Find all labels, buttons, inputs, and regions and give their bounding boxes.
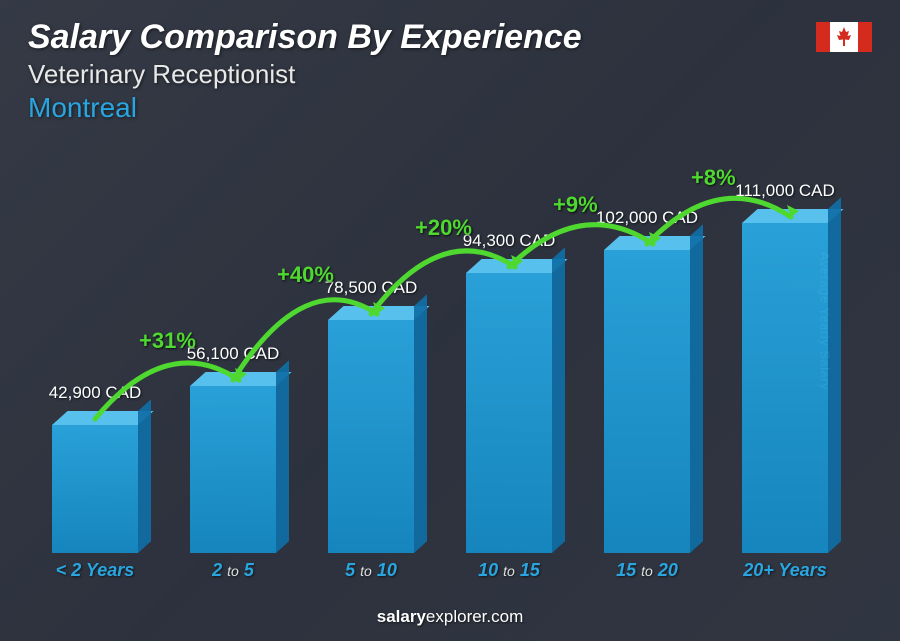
bar <box>328 320 414 553</box>
category-label: 2 to 5 <box>178 560 288 581</box>
category-label: 15 to 20 <box>592 560 702 581</box>
bar-side <box>276 360 289 553</box>
footer: salaryexplorer.com <box>0 607 900 627</box>
category-label: < 2 Years <box>40 560 150 581</box>
bar-side <box>552 247 565 553</box>
bar-front <box>52 425 138 553</box>
value-label: 56,100 CAD <box>187 344 280 364</box>
bar-front <box>328 320 414 553</box>
percent-increase: +9% <box>553 192 598 218</box>
header: Salary Comparison By Experience Veterina… <box>28 18 582 124</box>
bar <box>190 386 276 553</box>
bar-front <box>190 386 276 553</box>
percent-increase: +31% <box>139 328 196 354</box>
bar-group: 102,000 CAD 15 to 20 <box>592 151 702 581</box>
bar-side <box>414 294 427 553</box>
bar-front <box>604 250 690 553</box>
brand-suffix: explorer <box>426 607 486 626</box>
bar <box>742 223 828 553</box>
percent-increase: +40% <box>277 262 334 288</box>
value-label: 94,300 CAD <box>463 231 556 251</box>
bar <box>52 425 138 553</box>
value-label: 111,000 CAD <box>735 181 835 201</box>
value-label: 42,900 CAD <box>49 383 142 403</box>
job-title: Veterinary Receptionist <box>28 59 582 90</box>
bar-side <box>828 197 841 553</box>
bar <box>466 273 552 553</box>
bar-group: 42,900 CAD < 2 Years <box>40 151 150 581</box>
page-title: Salary Comparison By Experience <box>28 18 582 57</box>
brand-domain: .com <box>486 607 523 626</box>
bar-group: 56,100 CAD 2 to 5 <box>178 151 288 581</box>
category-label: 10 to 15 <box>454 560 564 581</box>
bar <box>604 250 690 553</box>
value-label: 78,500 CAD <box>325 278 418 298</box>
category-label: 20+ Years <box>730 560 840 581</box>
brand-name: salary <box>377 607 426 626</box>
bar-group: 111,000 CAD 20+ Years <box>730 151 840 581</box>
percent-increase: +8% <box>691 165 736 191</box>
bar-chart: 42,900 CAD < 2 Years 56,100 CAD 2 to 5 +31% 7… <box>40 151 860 581</box>
bar-group: 78,500 CAD 5 to 10 <box>316 151 426 581</box>
value-label: 102,000 CAD <box>596 208 698 228</box>
location: Montreal <box>28 92 582 124</box>
bar-front <box>742 223 828 553</box>
bar-side <box>690 224 703 553</box>
bar-side <box>138 399 151 553</box>
category-label: 5 to 10 <box>316 560 426 581</box>
percent-increase: +20% <box>415 215 472 241</box>
bar-front <box>466 273 552 553</box>
flag-icon <box>816 22 872 52</box>
